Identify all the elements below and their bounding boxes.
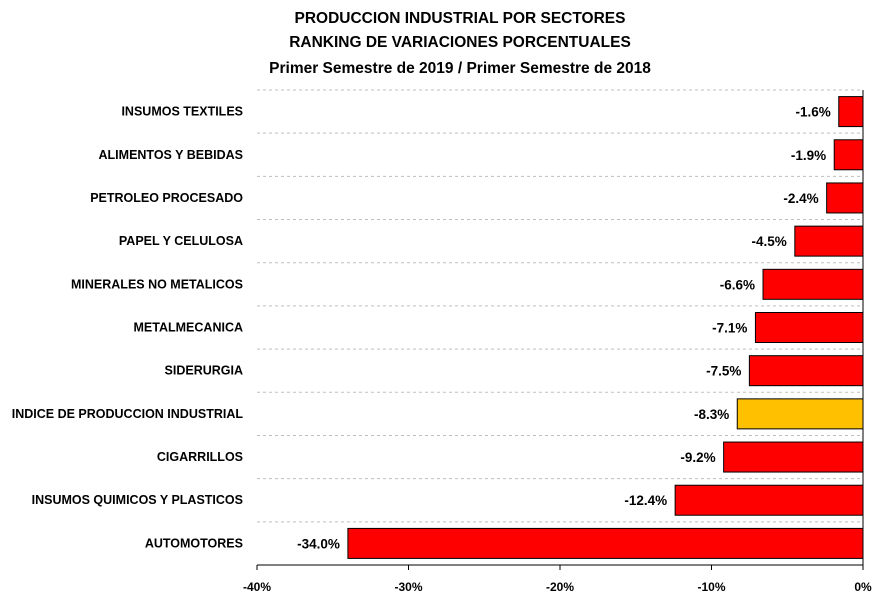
bar — [794, 225, 864, 257]
bar — [748, 355, 864, 387]
value-label: -7.5% — [706, 364, 741, 379]
value-label: -1.9% — [791, 148, 826, 163]
x-tick-label: -20% — [546, 580, 574, 594]
chart-subtitle: Primer Semestre de 2019 / Primer Semestr… — [269, 60, 651, 77]
plot-area: -1.6% INSUMOS TEXTILES -1.9% ALIMENTOS Y BE… — [12, 89, 872, 594]
value-label: -34.0% — [297, 536, 340, 551]
value-label: -2.4% — [783, 191, 818, 206]
value-label: -9.2% — [680, 450, 715, 465]
bar — [723, 441, 864, 473]
value-label: -12.4% — [624, 493, 667, 508]
value-label: -7.1% — [712, 321, 747, 336]
x-tick-label: -30% — [394, 580, 422, 594]
x-tick-label: -10% — [697, 580, 725, 594]
bar — [674, 484, 864, 516]
value-label: -1.6% — [795, 105, 830, 120]
value-label: -4.5% — [752, 234, 787, 249]
category-label: PAPEL Y CELULOSA — [119, 234, 243, 248]
category-label: ALIMENTOS Y BEBIDAS — [99, 148, 243, 162]
category-label: METALMECANICA — [134, 321, 243, 335]
category-label: PETROLEO PROCESADO — [90, 191, 243, 205]
value-label: -6.6% — [720, 277, 755, 292]
chart-title-line-1: PRODUCCION INDUSTRIAL POR SECTORES — [295, 10, 626, 27]
x-tick-label: 0% — [854, 580, 872, 594]
bar — [762, 268, 864, 300]
category-label: CIGARRILLOS — [157, 450, 243, 464]
bar — [826, 182, 864, 214]
x-tick-label: -40% — [243, 580, 271, 594]
value-label: -8.3% — [694, 407, 729, 422]
category-label: MINERALES NO METALICOS — [71, 277, 243, 291]
category-label: SIDERURGIA — [165, 364, 243, 378]
bar — [754, 312, 864, 343]
bar — [736, 398, 864, 430]
bar — [833, 139, 864, 171]
category-label: INSUMOS TEXTILES — [121, 105, 243, 119]
category-label: INDICE DE PRODUCCION INDUSTRIAL — [12, 407, 244, 421]
bar — [838, 96, 864, 128]
category-label: INSUMOS QUIMICOS Y PLASTICOS — [32, 493, 243, 507]
category-label: AUTOMOTORES — [145, 536, 243, 550]
bar — [347, 527, 864, 559]
chart-title-line-2: RANKING DE VARIACIONES PORCENTUALES — [289, 34, 631, 51]
